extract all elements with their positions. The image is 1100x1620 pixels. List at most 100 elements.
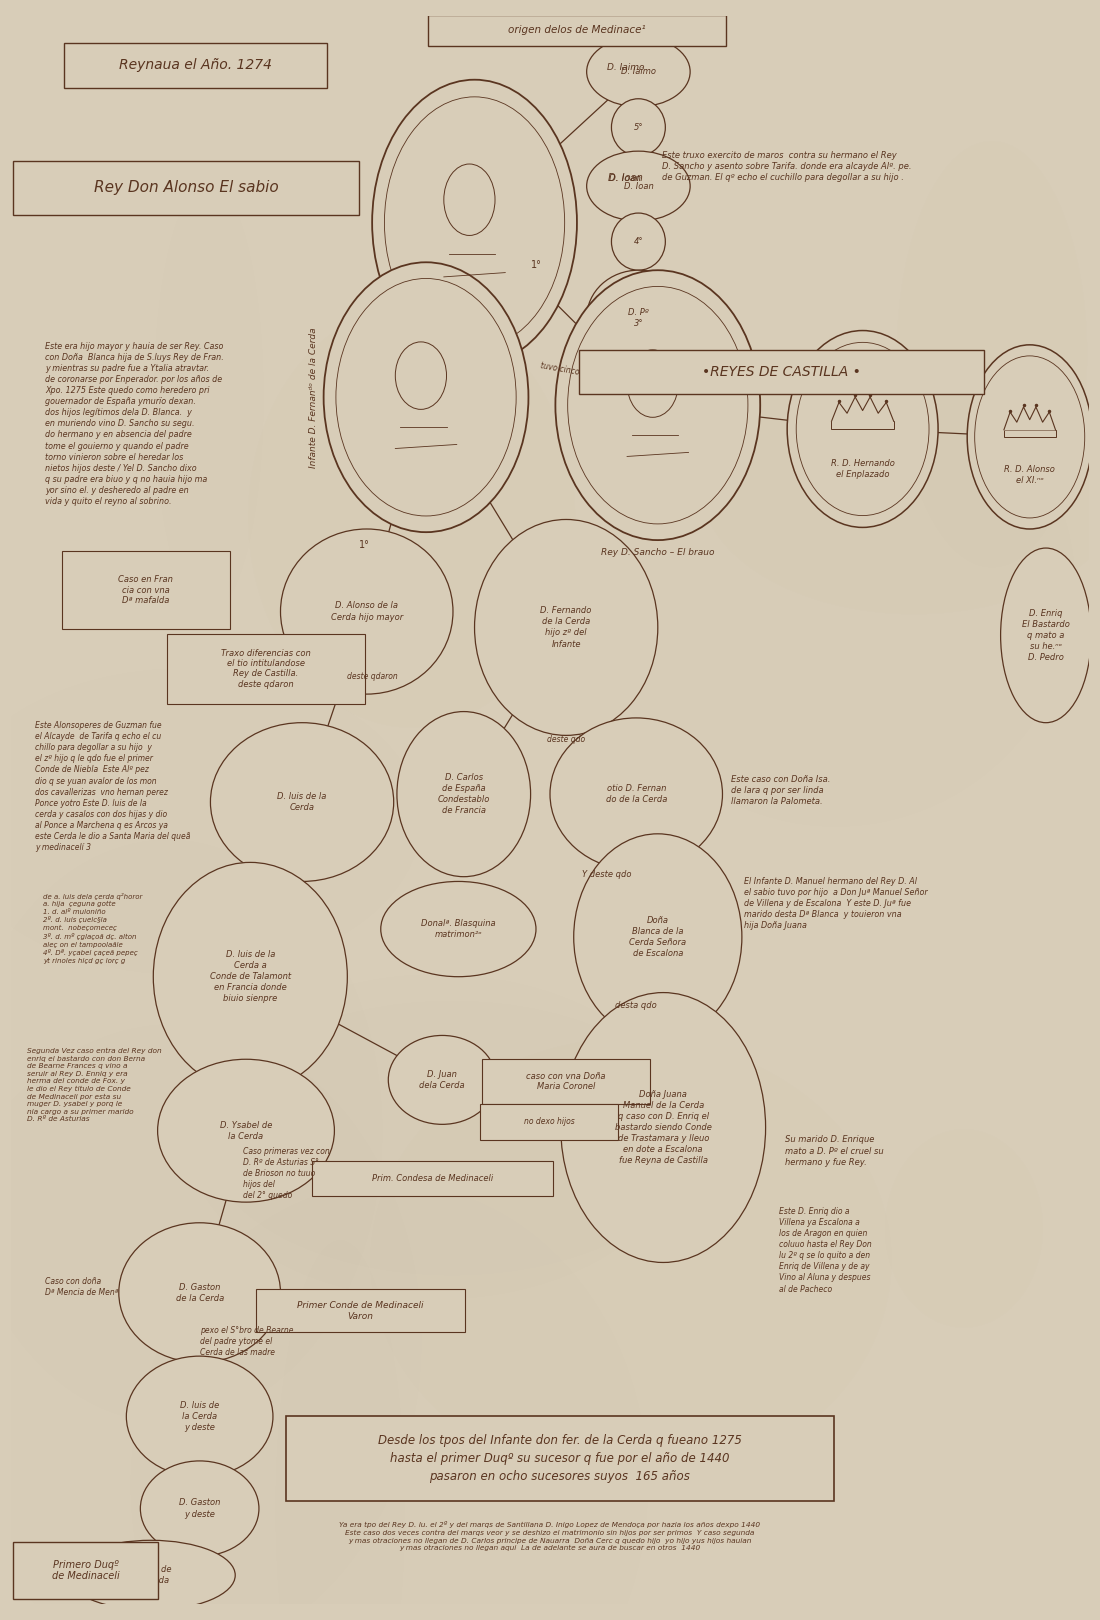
Text: Este truxo exercito de maros  contra su hermano el Rey
D. Sancho y asento sobre : Este truxo exercito de maros contra su h… (662, 151, 912, 183)
Text: Donalª. Blasquina
matrimon²ᵒ: Donalª. Blasquina matrimon²ᵒ (421, 919, 496, 940)
FancyBboxPatch shape (255, 1290, 465, 1332)
Ellipse shape (788, 330, 938, 528)
Ellipse shape (561, 993, 766, 1262)
Text: Caso en Fran
cia con vna
Dª mafalda: Caso en Fran cia con vna Dª mafalda (119, 575, 173, 604)
Text: D. luis de la
Cerda a
Conde de Talamont
en Francia donde
biuio sienpre: D. luis de la Cerda a Conde de Talamont … (210, 949, 290, 1003)
Text: D. Fernando
de la Cerda
hijo zº del
Infante: D. Fernando de la Cerda hijo zº del Infa… (540, 606, 592, 648)
FancyBboxPatch shape (13, 1542, 157, 1599)
Ellipse shape (967, 345, 1092, 530)
Text: D. Gaston
y deste: D. Gaston y deste (179, 1498, 220, 1518)
Text: pexo el S°bro de Bearne
del padre ytome el
Cerda de las madre: pexo el S°bro de Bearne del padre ytome … (199, 1325, 293, 1358)
Text: D. Iaimo: D. Iaimo (620, 68, 656, 76)
Text: tuvo cinco hiles: tuvo cinco hiles (539, 361, 600, 379)
Ellipse shape (388, 1035, 496, 1124)
Text: otio D. Fernan
do de la Cerda: otio D. Fernan do de la Cerda (606, 784, 667, 804)
Ellipse shape (796, 342, 930, 515)
Text: D. Carlos
de España
Condestablo
de Francia: D. Carlos de España Condestablo de Franc… (438, 773, 490, 815)
Text: deste qdaron: deste qdaron (346, 672, 397, 680)
Text: D. luis de la
Cerda: D. luis de la Cerda (277, 792, 327, 812)
Text: 1°: 1° (359, 539, 370, 551)
Text: Caso primeras vez con
D. Rº de Asturias S°
de Brioson no tuuo
hijos del
del 2° q: Caso primeras vez con D. Rº de Asturias … (243, 1147, 330, 1200)
Text: Y deste qdo: Y deste qdo (582, 870, 631, 880)
FancyBboxPatch shape (832, 421, 893, 429)
Polygon shape (832, 397, 893, 421)
Text: D. Ioan: D. Ioan (609, 173, 641, 183)
FancyBboxPatch shape (13, 160, 360, 215)
Ellipse shape (157, 1059, 334, 1202)
Text: Ya era tpo del Rey D. lu. el 2º y del marqs de Santillana D. Inigo Lopez de Mend: Ya era tpo del Rey D. lu. el 2º y del ma… (340, 1521, 760, 1552)
Text: D. Luis de
la Cerda: D. Luis de la Cerda (131, 1565, 172, 1586)
Ellipse shape (550, 718, 723, 870)
Text: D. Ioan: D. Ioan (608, 173, 642, 183)
Ellipse shape (397, 711, 530, 876)
Text: Este caso con Doña Isa.
de lara q por ser linda
llamaron la Palometa.: Este caso con Doña Isa. de lara q por se… (732, 774, 830, 807)
Ellipse shape (1001, 548, 1091, 723)
FancyBboxPatch shape (428, 15, 726, 47)
Text: Infante D. Fernanᵈᵒ de la Cerda: Infante D. Fernanᵈᵒ de la Cerda (309, 327, 318, 468)
Text: 5°: 5° (634, 123, 643, 131)
Text: D. Pº
3°: D. Pº 3° (628, 308, 649, 327)
FancyBboxPatch shape (311, 1162, 553, 1196)
Text: D. Ysabel de
la Cerda: D. Ysabel de la Cerda (220, 1121, 272, 1140)
Ellipse shape (336, 279, 516, 517)
FancyBboxPatch shape (167, 633, 364, 703)
FancyBboxPatch shape (482, 1059, 650, 1103)
Ellipse shape (381, 881, 536, 977)
Ellipse shape (372, 79, 578, 366)
Ellipse shape (612, 99, 666, 156)
FancyBboxPatch shape (480, 1103, 618, 1140)
Text: Desde los tpos del Infante don fer. de la Cerda q fueano 1275
hasta el primer Du: Desde los tpos del Infante don fer. de l… (377, 1434, 741, 1482)
Ellipse shape (586, 37, 690, 107)
Text: no dexo hijos: no dexo hijos (524, 1118, 574, 1126)
Text: deste qdo: deste qdo (547, 735, 585, 744)
Text: Este Alonsoperes de Guzman fue
el Alcayde  de Tarifa q echo el cu
chillo para de: Este Alonsoperes de Guzman fue el Alcayd… (35, 721, 190, 852)
Text: 4°: 4° (634, 237, 643, 246)
Text: R. D. Hernando
el Enplazado: R. D. Hernando el Enplazado (830, 458, 894, 478)
Text: 2°: 2° (581, 387, 592, 397)
Ellipse shape (280, 530, 453, 693)
Ellipse shape (153, 862, 348, 1090)
Ellipse shape (574, 834, 741, 1040)
Text: Este era hijo mayor y hauia de ser Rey. Caso
con Doña  Blanca hija de S.luys Rey: Este era hijo mayor y hauia de ser Rey. … (45, 342, 224, 505)
Ellipse shape (556, 271, 760, 539)
Ellipse shape (210, 723, 394, 881)
Text: de a. luis dela çerda q²horor
a. hija  çeguna gotte
1. d. alº muioniño
2º. d. lu: de a. luis dela çerda q²horor a. hija çe… (43, 893, 143, 964)
Ellipse shape (586, 151, 690, 220)
Ellipse shape (126, 1356, 273, 1477)
Ellipse shape (627, 350, 679, 418)
Text: Doña
Blanca de la
Cerda Señora
de Escalona: Doña Blanca de la Cerda Señora de Escalo… (629, 915, 686, 957)
Text: Doña Juana
Manuel de la Cerda
q caso con D. Enriq el
bastardo siendo Conde
de Tr: Doña Juana Manuel de la Cerda q caso con… (615, 1090, 712, 1165)
Text: Traxo diferencias con
el tio intitulandose
Rey de Castilla.
deste qdaron: Traxo diferencias con el tio intitulando… (221, 648, 311, 688)
Text: D. luis de
la Cerda
y deste: D. luis de la Cerda y deste (180, 1401, 219, 1432)
Ellipse shape (612, 214, 666, 271)
Text: Primer Conde de Medinaceli
Varon: Primer Conde de Medinaceli Varon (297, 1301, 424, 1320)
Text: desta qdo: desta qdo (615, 1001, 657, 1009)
Ellipse shape (323, 262, 528, 531)
Text: 1°: 1° (530, 261, 541, 271)
Text: D. Enriq
El Bastardo
q mato a
su he.ⁿᵒ
D. Pedro: D. Enriq El Bastardo q mato a su he.ⁿᵒ D… (1022, 609, 1070, 663)
Text: Su marido D. Enrique
mato a D. Pº el cruel su
hermano y fue Rey.: Su marido D. Enrique mato a D. Pº el cru… (785, 1136, 883, 1166)
Text: D. Gaston
de la Cerda: D. Gaston de la Cerda (176, 1283, 223, 1302)
Ellipse shape (384, 97, 564, 348)
Ellipse shape (443, 164, 495, 235)
Ellipse shape (474, 520, 658, 735)
FancyBboxPatch shape (64, 44, 327, 87)
FancyBboxPatch shape (62, 551, 230, 629)
Ellipse shape (586, 271, 690, 366)
Text: Primero Duqº
de Medinaceli: Primero Duqº de Medinaceli (52, 1560, 119, 1581)
Text: Rey Don Alonso El sabio: Rey Don Alonso El sabio (94, 180, 278, 194)
Text: origen delos de Medinace¹: origen delos de Medinace¹ (508, 26, 646, 36)
Ellipse shape (395, 342, 447, 410)
FancyBboxPatch shape (579, 350, 984, 394)
Text: Caso con doña
Dª Mencia de Menª: Caso con doña Dª Mencia de Menª (45, 1277, 119, 1298)
Text: Este D. Enriq dio a
Villena ya Escalona a
los de Aragon en quien
coluuo hasta el: Este D. Enriq dio a Villena ya Escalona … (779, 1207, 871, 1294)
Text: D. Alonso de la
Cerda hijo mayor: D. Alonso de la Cerda hijo mayor (331, 601, 403, 622)
Text: D. Iaimo: D. Iaimo (607, 63, 645, 71)
Text: D. Ioan: D. Ioan (624, 181, 653, 191)
Text: El Infante D. Manuel hermano del Rey D. Al
el sabio tuvo por hijo  a Don Juª Man: El Infante D. Manuel hermano del Rey D. … (744, 876, 927, 930)
Ellipse shape (67, 1541, 235, 1610)
FancyBboxPatch shape (286, 1416, 834, 1500)
Text: Reynaua el Año. 1274: Reynaua el Año. 1274 (119, 58, 272, 73)
Text: caso con vna Doña
Maria Coronel: caso con vna Doña Maria Coronel (527, 1072, 606, 1092)
Ellipse shape (975, 356, 1085, 518)
